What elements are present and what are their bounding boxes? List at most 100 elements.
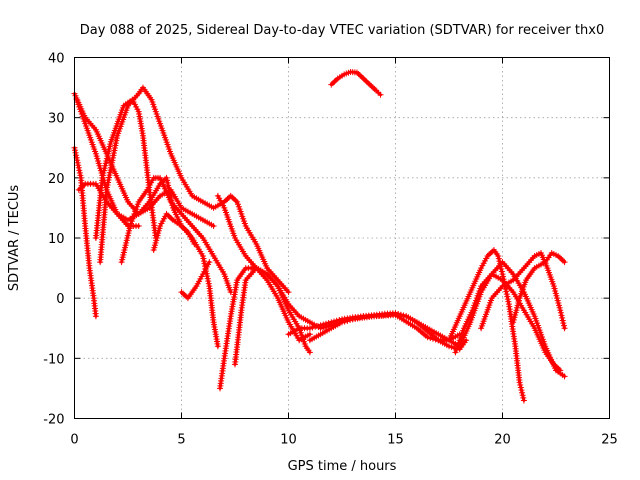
data-point	[75, 164, 82, 171]
data-point	[135, 222, 142, 229]
series-track-9	[178, 259, 213, 302]
data-point	[163, 174, 170, 181]
data-point	[560, 322, 567, 329]
data-point	[559, 314, 566, 321]
data-point	[333, 317, 340, 324]
data-point	[72, 149, 79, 156]
data-point	[314, 322, 321, 329]
data-point	[504, 296, 511, 303]
data-point	[164, 179, 171, 186]
data-point	[561, 259, 568, 266]
series-track-7	[118, 174, 234, 296]
data-point	[200, 255, 207, 262]
series-track-19	[478, 250, 568, 332]
data-point	[400, 312, 407, 319]
series-track-5	[92, 96, 159, 241]
data-series	[71, 68, 568, 404]
y-tick-label: 30	[48, 112, 65, 127]
data-point	[344, 317, 351, 324]
data-point	[206, 259, 213, 266]
series-track-6	[97, 84, 292, 296]
data-point	[339, 319, 345, 326]
data-point	[463, 337, 470, 344]
data-point	[495, 255, 502, 262]
data-point	[325, 319, 332, 326]
data-point	[320, 321, 327, 328]
data-point	[499, 271, 506, 278]
tick-labels: 0 5 10 15 20 25 -20 -10 0 10 20 30 40	[43, 52, 618, 448]
data-point	[560, 320, 567, 327]
data-point	[520, 394, 527, 401]
data-point	[191, 241, 198, 248]
data-point	[519, 392, 526, 399]
data-point	[205, 278, 212, 285]
series-track-16	[446, 247, 527, 404]
data-point	[75, 162, 82, 169]
data-point	[559, 317, 566, 324]
x-tick-label: 15	[387, 433, 404, 448]
data-point	[164, 177, 171, 184]
x-tick-label: 10	[280, 433, 297, 448]
data-point	[427, 335, 434, 342]
data-point	[204, 275, 211, 282]
data-point	[306, 349, 313, 356]
data-point	[204, 273, 211, 280]
y-tick-label: 20	[48, 172, 65, 187]
data-point	[557, 307, 564, 314]
series-track-15	[328, 68, 384, 98]
data-point	[309, 324, 316, 331]
data-point	[341, 318, 348, 325]
data-point	[317, 322, 324, 329]
data-point	[205, 280, 212, 287]
x-axis-label: GPS time / hours	[288, 459, 397, 474]
data-point	[214, 343, 221, 350]
plot-frame	[74, 57, 610, 419]
y-tick-label: -10	[43, 352, 64, 367]
data-point	[504, 293, 511, 300]
y-axis-label: SDTVAR / TECUs	[7, 185, 22, 292]
data-point	[92, 313, 99, 320]
data-point	[448, 344, 455, 351]
series-track-1	[71, 144, 99, 320]
data-point	[201, 260, 208, 267]
data-point	[432, 336, 439, 343]
data-point	[519, 389, 526, 396]
data-point	[561, 373, 568, 380]
data-point	[306, 325, 313, 332]
chart-title: Day 088 of 2025, Sidereal Day-to-day VTE…	[80, 23, 604, 38]
data-point	[330, 318, 337, 325]
data-point	[72, 147, 79, 154]
data-point	[503, 291, 510, 298]
data-point	[517, 384, 524, 391]
data-point	[502, 286, 509, 293]
data-point	[498, 268, 505, 275]
data-point	[517, 381, 524, 388]
data-point	[76, 169, 83, 176]
data-point	[557, 309, 564, 316]
data-point	[503, 288, 510, 295]
data-point	[446, 343, 452, 350]
y-tick-label: 10	[48, 232, 65, 247]
data-point	[347, 316, 354, 323]
data-point	[516, 379, 523, 386]
y-tick-label: -20	[43, 413, 64, 428]
data-point	[306, 331, 313, 338]
data-point	[77, 172, 84, 179]
y-tick-label: 40	[48, 52, 65, 67]
series-track-8	[150, 210, 198, 254]
data-point	[199, 253, 206, 260]
data-point	[505, 298, 512, 305]
x-tick-label: 25	[601, 433, 618, 448]
data-point	[322, 320, 329, 327]
data-point	[200, 258, 207, 265]
x-tick-label: 5	[177, 433, 185, 448]
y-tick-label: 0	[56, 292, 64, 307]
data-point	[328, 319, 335, 326]
data-point	[518, 387, 525, 394]
data-point	[285, 289, 292, 296]
x-tick-label: 0	[70, 433, 78, 448]
data-point	[429, 335, 436, 342]
data-point	[520, 397, 527, 404]
data-point	[377, 91, 384, 98]
